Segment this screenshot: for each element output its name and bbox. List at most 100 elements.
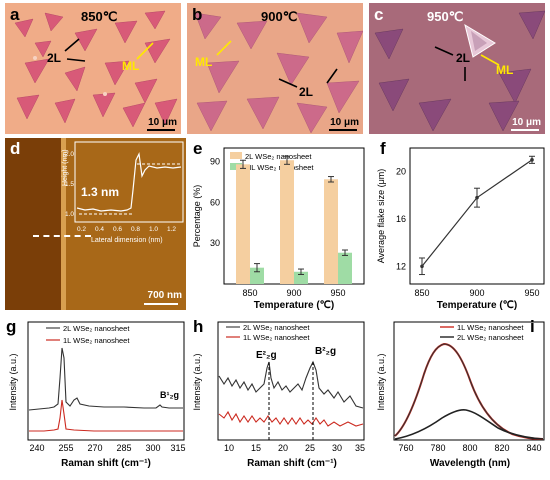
chart-f-frame (409, 147, 545, 285)
micrograph-c-temp: 950℃ (427, 9, 464, 24)
chart-g-xtick: 285 (116, 443, 131, 453)
afm-step-height: 1.3 nm (81, 185, 119, 199)
chart-h-xtick: 15 (251, 443, 261, 453)
micrograph-b-flakes (194, 12, 363, 134)
chart-g-legend-2l: 2L WSe₂ nanosheet (63, 324, 130, 333)
afm-scalebar (144, 303, 178, 305)
chart-i-xtick: 800 (462, 443, 477, 453)
afm-left-region (5, 138, 63, 310)
micrograph-a-arrows (64, 38, 154, 62)
chart-h-xtick: 20 (278, 443, 288, 453)
chart-f-xlabel: Temperature (℃) (437, 300, 518, 310)
afm-linescan (33, 235, 91, 237)
panel-label-c: c (374, 5, 384, 24)
chart-g-series-2l (28, 347, 183, 411)
afm-edge (61, 138, 66, 310)
chart-h-series-2l (218, 360, 364, 409)
afm-inset-xtick: 0.8 (131, 226, 140, 233)
micrograph-b-tag-ml: ML (195, 55, 213, 69)
chart-f-xtick: 950 (524, 288, 539, 298)
panel-label-b: b (192, 5, 203, 24)
chart-i-legend-1l: 1L WSe₂ nanosheet (457, 323, 524, 332)
chart-h-frame (217, 321, 365, 441)
chart-i-xlabel: Wavelength (nm) (430, 458, 510, 469)
chart-g-xtick: 240 (29, 443, 44, 453)
afm-inset-ytick: 1.0 (65, 211, 74, 218)
chart-e-legend-2l: 2L WSe₂ nanosheet (245, 152, 312, 161)
micrograph-b-temp: 900℃ (261, 9, 298, 24)
micrograph-a-tag-ml: ML (122, 59, 140, 73)
afm-inset-ylabel: Height (nm) (62, 149, 69, 186)
chart-g-xlabel: Raman shift (cm⁻¹) (61, 458, 151, 469)
chart-h-xtick: 30 (332, 443, 342, 453)
chart-e-ytick: 60 (210, 197, 220, 207)
chart-g-ylabel: Intensity (a.u.) (8, 353, 18, 410)
afm-inset-xtick: 1.0 (149, 226, 158, 233)
chart-f-point (420, 264, 424, 269)
micrograph-b-arrows (216, 40, 338, 88)
chart-e-ytick: 30 (210, 238, 220, 248)
chart-i: 1L WSe₂ nanosheet 2L WSe₂ nanosheet 760 … (376, 321, 545, 469)
chart-f-xtick: 850 (414, 288, 429, 298)
chart-g-frame (27, 321, 185, 441)
afm-height-profile (76, 151, 182, 212)
panel-label-i: i (530, 317, 535, 336)
afm-scale: 700 nm (147, 290, 182, 301)
afm-inset-xtick: 0.4 (95, 226, 104, 233)
afm-inset-xtick: 0.2 (77, 226, 86, 233)
chart-e-xlabel: Temperature (℃) (254, 300, 335, 310)
afm-inset-xlabel: Lateral dimension (nm) (91, 237, 163, 244)
chart-e-bar (294, 271, 308, 284)
micrograph-a-scale: 10 μm (148, 117, 177, 128)
afm-inset-xtick: 1.2 (167, 226, 176, 233)
chart-i-ylabel: Intensity (a.u.) (376, 353, 386, 410)
chart-f-ylabel: Average flake size (μm) (376, 169, 386, 264)
panel-label-a: a (10, 5, 20, 24)
micrograph-c-flakes (374, 10, 545, 132)
afm-inset: Height (nm) 2.0 1.5 1.0 0.2 0.4 0.6 0.8 … (62, 141, 184, 244)
chart-g-xtick: 315 (170, 443, 185, 453)
panel-label-d: d (10, 139, 21, 158)
micrograph-b: b 900℃ ML 2L 10 μm (187, 3, 363, 134)
micrograph-b-scalebar (329, 129, 357, 131)
chart-f: 12 16 20 850 900 950 Temperature (℃) Ave… (376, 147, 545, 310)
chart-f-xtick: 900 (469, 288, 484, 298)
chart-g-xtick: 270 (87, 443, 102, 453)
afm-inset-xtick: 0.6 (113, 226, 122, 233)
chart-f-ytick: 16 (396, 214, 406, 224)
micrograph-c-scale: 10 μm (512, 117, 541, 128)
micrograph-c-tag-ml: ML (496, 63, 514, 77)
chart-e-legend-swatch-2l (230, 152, 242, 159)
chart-h-legend-1l: 1L WSe₂ nanosheet (243, 333, 310, 342)
micrograph-c-arrows (434, 46, 500, 81)
chart-e-bar (338, 252, 352, 284)
chart-g-xtick: 300 (145, 443, 160, 453)
chart-h-legend-2l: 2L WSe₂ nanosheet (243, 323, 310, 332)
panel-label-g: g (6, 317, 17, 336)
afm-inset-ytick: 2.0 (65, 151, 74, 158)
chart-i-series-1l (394, 342, 544, 440)
chart-e-bar (280, 160, 294, 284)
chart-e-xtick: 900 (286, 288, 301, 298)
panel-label-e: e (193, 139, 203, 158)
chart-g-series-1l (29, 399, 183, 432)
chart-g-xtick: 255 (58, 443, 73, 453)
chart-h-xlabel: Raman shift (cm⁻¹) (247, 458, 337, 469)
chart-i-frame (393, 321, 545, 441)
chart-f-line (421, 159, 533, 267)
micrograph-a-flakes (14, 10, 178, 128)
chart-f-ytick: 20 (396, 167, 406, 177)
micrograph-c-scalebar (511, 129, 539, 131)
micrograph-b-tag-2l: 2L (299, 85, 314, 99)
afm-inset-frame (74, 141, 184, 223)
chart-e-bar (236, 164, 250, 284)
micrograph-a: a 850℃ 2L ML 10 μm (5, 3, 181, 134)
chart-h-peak-label-b2g: B²₂g (315, 346, 336, 357)
chart-h: 2L WSe₂ nanosheet 1L WSe₂ nanosheet E²₂g… (192, 321, 365, 469)
chart-e-xtick: 950 (330, 288, 345, 298)
chart-h-ylabel: Intensity (a.u.) (192, 353, 202, 410)
chart-e-ytick: 90 (210, 157, 220, 167)
chart-e-legend-ml: ML WSe₂ nanosheet (245, 163, 314, 172)
chart-e: 2L WSe₂ nanosheet ML WSe₂ nanosheet 30 6… (192, 147, 365, 310)
chart-h-xtick: 35 (355, 443, 365, 453)
